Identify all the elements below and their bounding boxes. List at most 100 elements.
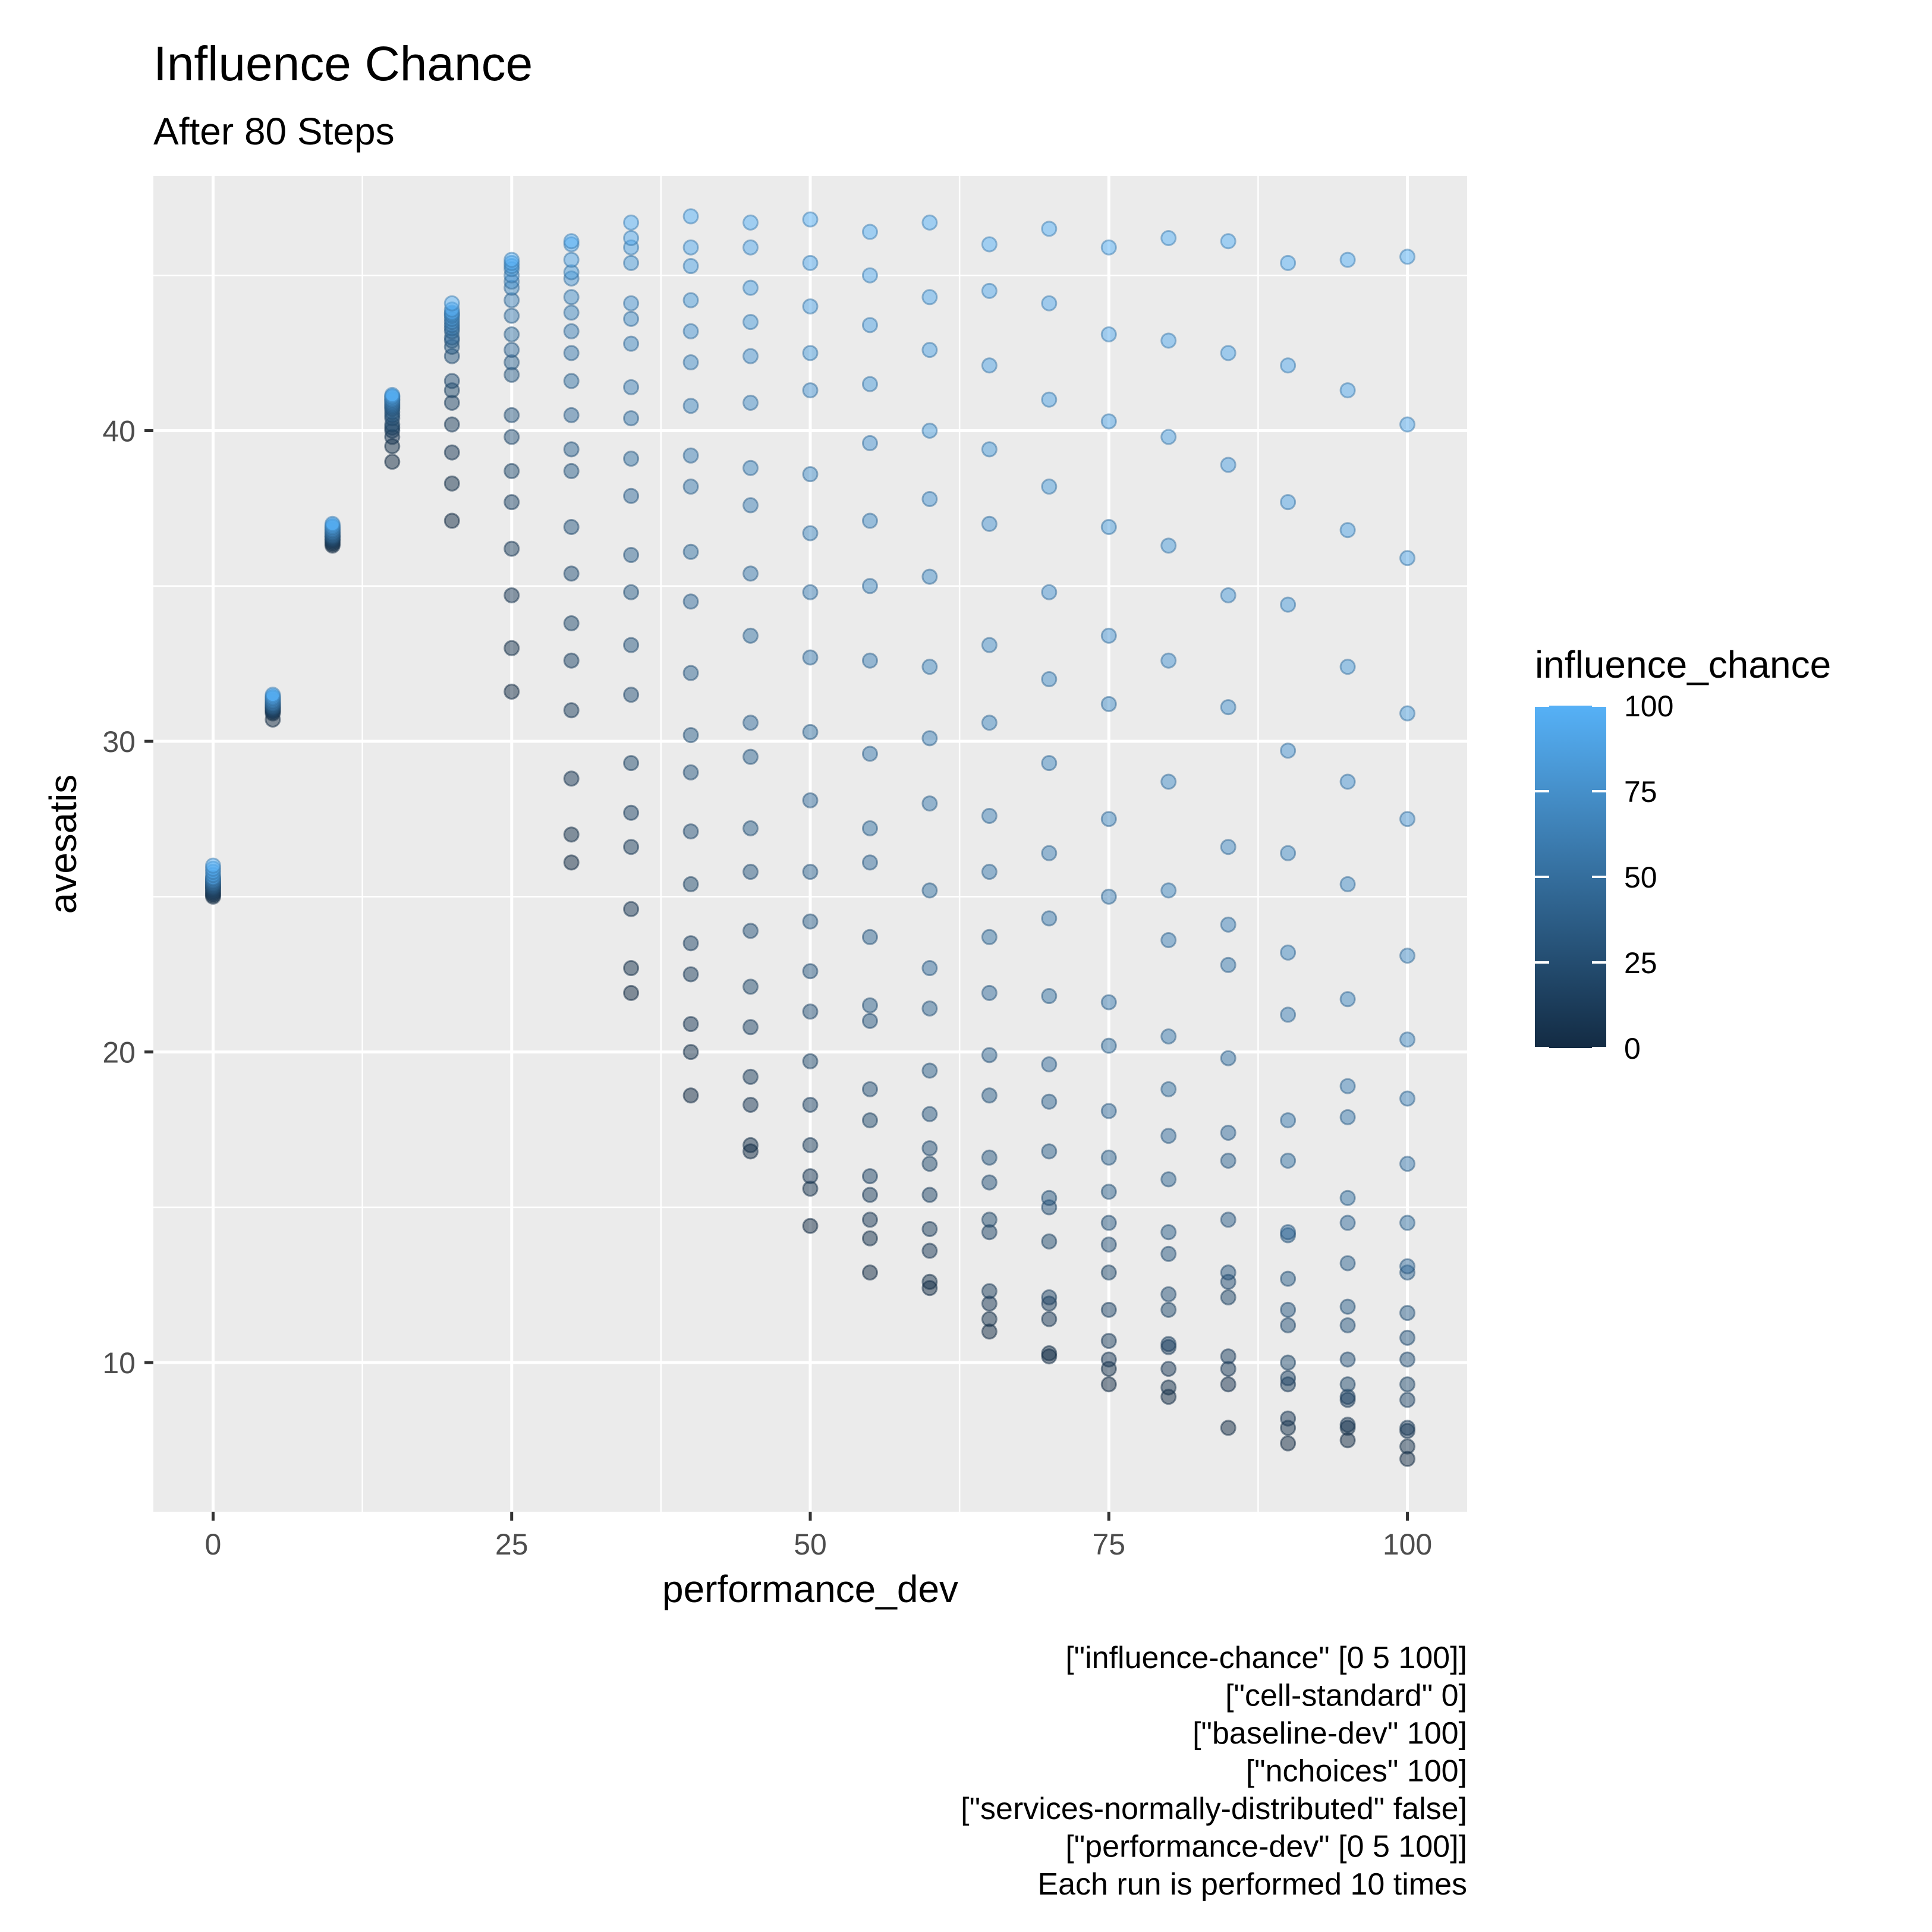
data-point	[742, 1068, 759, 1085]
data-point	[1041, 1289, 1058, 1305]
data-point	[682, 966, 699, 983]
data-point	[563, 233, 580, 250]
data-point	[742, 715, 759, 731]
data-point	[802, 1168, 819, 1185]
data-point	[623, 295, 640, 311]
data-point	[623, 901, 640, 917]
data-point	[1220, 457, 1236, 473]
data-point	[981, 1087, 998, 1104]
caption-line: Each run is performed 10 times	[1037, 1867, 1467, 1902]
data-point	[1100, 696, 1117, 712]
data-point	[981, 929, 998, 945]
data-point	[1280, 944, 1297, 961]
legend-tick-label: 25	[1624, 946, 1657, 980]
data-point	[1100, 1264, 1117, 1281]
data-point	[1160, 429, 1177, 445]
data-point	[1160, 773, 1177, 790]
data-point	[921, 795, 938, 812]
data-point	[742, 1137, 759, 1153]
data-point	[682, 543, 699, 560]
data-point	[921, 422, 938, 439]
data-point	[1399, 1214, 1416, 1231]
data-point	[504, 326, 520, 343]
data-point	[742, 864, 759, 880]
data-point	[1280, 1370, 1297, 1386]
data-point	[802, 1096, 819, 1113]
data-point	[742, 314, 759, 331]
data-point	[563, 854, 580, 871]
data-point	[1160, 1171, 1177, 1188]
data-point	[563, 251, 580, 268]
data-point	[1100, 1301, 1117, 1318]
data-point	[623, 687, 640, 703]
data-point	[861, 578, 878, 594]
data-point	[623, 839, 640, 855]
data-point	[1280, 1153, 1297, 1169]
data-point	[861, 1212, 878, 1228]
data-point	[1100, 518, 1117, 535]
data-point	[981, 864, 998, 880]
y-tick-label: 20	[102, 1036, 136, 1069]
data-point	[1041, 1345, 1058, 1361]
data-point	[861, 1081, 878, 1097]
data-point	[1220, 839, 1236, 855]
data-point	[1399, 1376, 1416, 1393]
data-point	[1160, 1301, 1177, 1318]
data-point	[1220, 1348, 1236, 1365]
data-point	[682, 876, 699, 892]
data-point	[1280, 1112, 1297, 1129]
data-point	[802, 649, 819, 666]
data-point	[1041, 1056, 1058, 1073]
data-point	[443, 295, 460, 311]
data-point	[504, 462, 520, 479]
data-point	[861, 376, 878, 392]
data-point	[563, 826, 580, 843]
data-point	[981, 282, 998, 299]
legend-tick-label: 0	[1624, 1032, 1641, 1065]
data-point	[1220, 1289, 1236, 1305]
data-point	[1399, 1351, 1416, 1368]
data-point	[981, 1149, 998, 1166]
data-point	[1100, 1333, 1117, 1349]
data-point	[802, 525, 819, 542]
data-point	[623, 410, 640, 427]
data-point	[921, 1000, 938, 1017]
data-point	[623, 804, 640, 821]
data-point	[921, 659, 938, 675]
data-point	[802, 298, 819, 314]
data-point	[563, 462, 580, 479]
data-point	[802, 1137, 819, 1153]
data-point	[742, 214, 759, 231]
data-point	[563, 518, 580, 535]
caption-line: ["services-normally-distributed" false]	[961, 1792, 1467, 1826]
data-point	[384, 454, 401, 470]
data-point	[1100, 1376, 1117, 1393]
data-point	[981, 441, 998, 458]
data-point	[504, 342, 520, 358]
legend-tick-label: 100	[1624, 690, 1673, 723]
data-point	[1399, 705, 1416, 722]
data-point	[682, 354, 699, 371]
data-point	[563, 323, 580, 339]
data-point	[682, 258, 699, 275]
data-point	[623, 960, 640, 977]
data-point	[1041, 1311, 1058, 1327]
data-point	[504, 640, 520, 656]
data-point	[682, 398, 699, 414]
data-point	[742, 348, 759, 364]
data-point	[563, 565, 580, 582]
data-point	[1100, 811, 1117, 827]
data-point	[1280, 1410, 1297, 1427]
data-point	[1280, 1224, 1297, 1241]
data-point	[1399, 1438, 1416, 1455]
data-point	[1041, 391, 1058, 408]
data-point	[742, 923, 759, 939]
data-point	[1280, 1354, 1297, 1371]
data-point	[1339, 1214, 1356, 1231]
data-point	[1280, 596, 1297, 613]
data-point	[1220, 1420, 1236, 1436]
data-point	[921, 490, 938, 507]
data-point	[1041, 479, 1058, 495]
data-point	[1220, 345, 1236, 361]
data-point	[1220, 699, 1236, 716]
